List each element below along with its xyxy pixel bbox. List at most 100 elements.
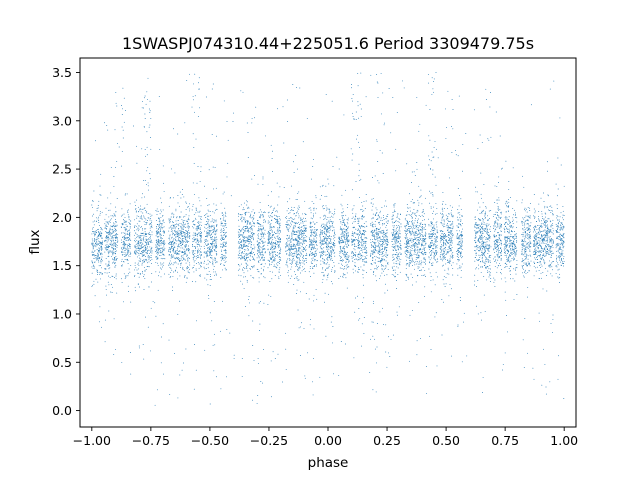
data-point — [329, 219, 331, 221]
data-point — [193, 227, 195, 229]
data-point — [184, 219, 186, 221]
data-point — [194, 217, 196, 219]
data-point — [96, 208, 98, 209]
data-point — [156, 226, 158, 227]
data-point — [223, 241, 225, 243]
data-point — [354, 264, 356, 266]
data-point — [134, 241, 136, 243]
data-point — [270, 295, 272, 297]
data-point — [341, 216, 343, 218]
data-point — [324, 224, 326, 226]
data-point — [201, 232, 202, 234]
data-point — [213, 222, 215, 224]
data-point — [181, 240, 183, 242]
data-point — [187, 260, 189, 262]
data-point — [128, 255, 129, 257]
data-point — [163, 258, 165, 260]
data-point — [285, 262, 287, 264]
data-point — [263, 218, 265, 220]
data-point — [183, 362, 184, 364]
data-point — [250, 226, 252, 228]
data-point — [354, 232, 356, 234]
data-point — [341, 236, 342, 238]
data-point — [142, 246, 144, 247]
data-point — [158, 275, 160, 277]
data-point — [272, 252, 273, 254]
data-point — [339, 219, 341, 220]
data-point — [292, 260, 294, 262]
data-point — [222, 238, 224, 240]
data-point — [355, 213, 357, 215]
data-point — [156, 210, 158, 212]
data-point — [298, 243, 300, 245]
data-point — [262, 236, 264, 238]
data-point — [310, 247, 312, 249]
data-point — [171, 244, 173, 246]
data-point — [353, 118, 355, 120]
data-point — [198, 77, 200, 79]
data-point — [212, 263, 213, 265]
data-point — [258, 256, 260, 258]
data-point — [277, 261, 279, 263]
data-point — [258, 277, 260, 279]
data-point — [240, 241, 242, 243]
data-point — [363, 223, 365, 225]
data-point — [128, 233, 130, 235]
data-point — [112, 214, 114, 216]
data-point — [194, 344, 196, 345]
data-point — [158, 218, 159, 220]
data-point — [92, 200, 94, 201]
data-point — [333, 214, 335, 216]
data-point — [171, 213, 173, 215]
data-point — [146, 262, 148, 264]
data-point — [161, 243, 163, 245]
data-point — [105, 288, 107, 290]
data-point — [383, 214, 384, 216]
data-point — [99, 214, 101, 216]
data-point — [207, 243, 209, 245]
data-point — [121, 242, 123, 243]
data-point — [204, 239, 206, 241]
data-point — [161, 228, 163, 230]
data-point — [303, 220, 305, 222]
data-point — [262, 225, 264, 227]
data-point — [107, 221, 109, 223]
data-point — [92, 240, 94, 242]
data-point — [96, 230, 98, 232]
data-point — [185, 201, 187, 203]
data-point — [300, 263, 302, 265]
data-point — [170, 271, 172, 273]
data-point — [238, 253, 240, 254]
data-point — [341, 239, 343, 241]
data-point — [106, 228, 107, 230]
data-point — [269, 251, 271, 253]
data-point — [158, 224, 160, 226]
data-point — [277, 220, 279, 222]
data-point — [244, 246, 246, 248]
data-point — [109, 229, 111, 231]
data-point — [193, 147, 195, 149]
data-point — [191, 238, 193, 240]
data-point — [145, 238, 147, 240]
data-point — [146, 239, 148, 240]
data-point — [247, 245, 249, 247]
data-point — [107, 197, 109, 199]
data-point — [359, 231, 361, 233]
data-point — [107, 263, 109, 265]
data-point — [325, 263, 327, 265]
data-point — [298, 261, 300, 263]
data-point — [156, 242, 158, 244]
data-point — [322, 253, 324, 254]
data-point — [271, 150, 273, 152]
data-point — [286, 221, 288, 223]
data-point — [291, 232, 293, 234]
data-point — [123, 255, 125, 257]
data-point — [207, 227, 209, 229]
data-point — [185, 252, 187, 254]
data-point — [140, 235, 142, 237]
data-point — [279, 259, 281, 261]
data-point — [277, 241, 279, 242]
data-point — [248, 229, 250, 231]
data-point — [94, 250, 95, 252]
data-point — [96, 242, 98, 244]
